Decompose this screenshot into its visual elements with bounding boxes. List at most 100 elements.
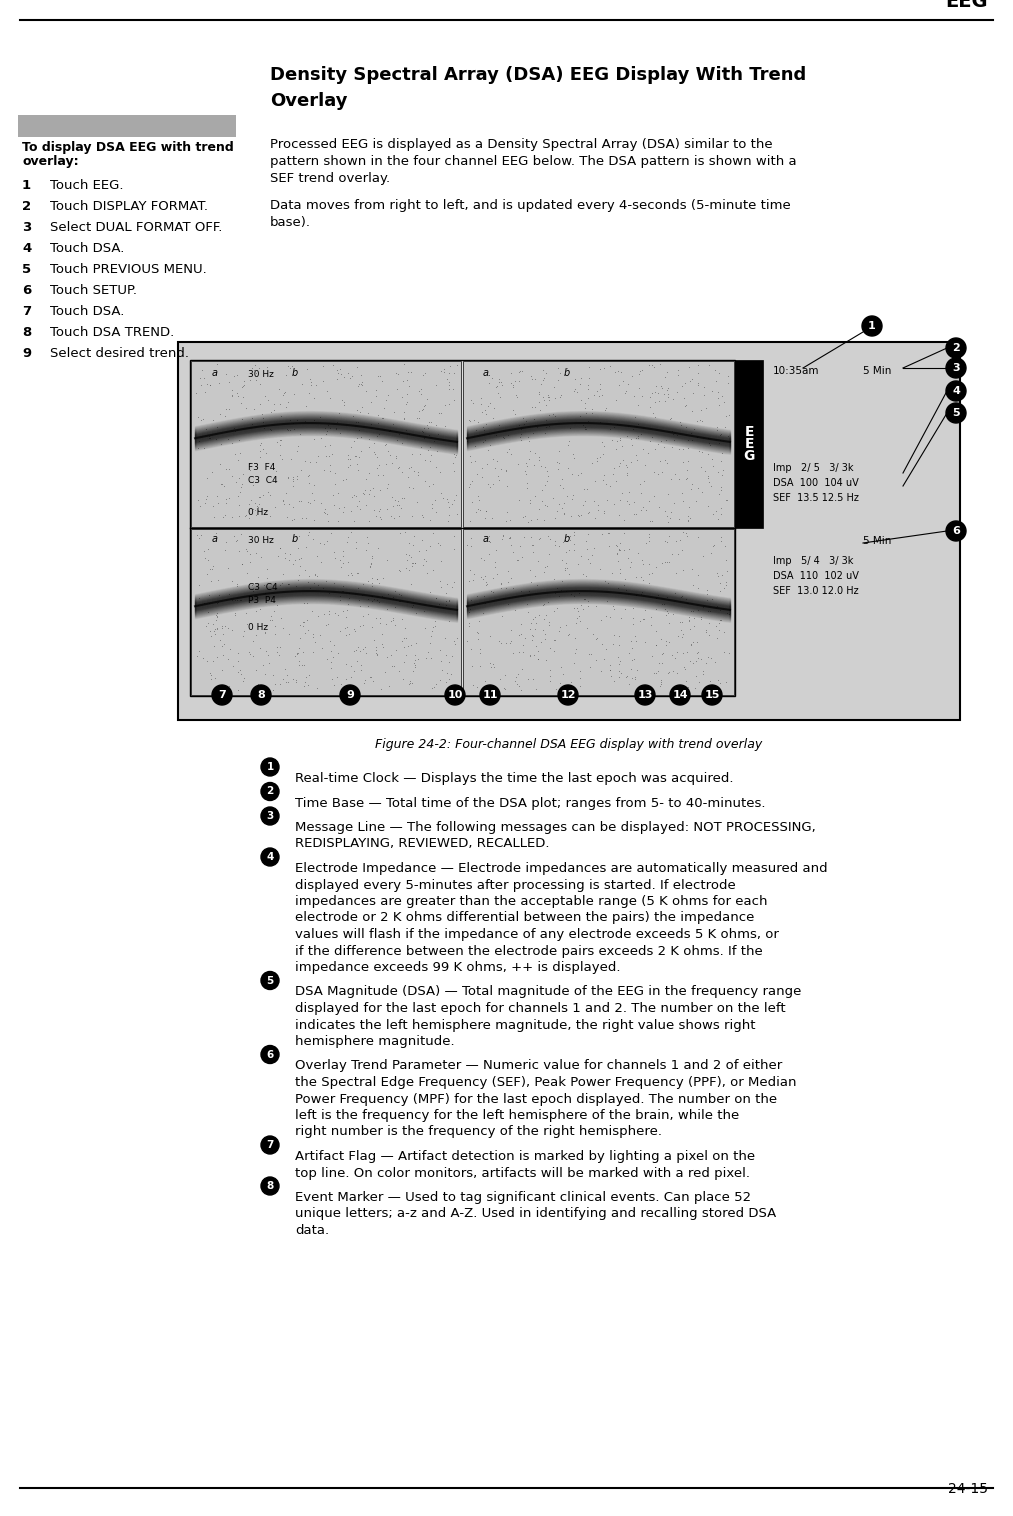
Text: Touch SETUP.: Touch SETUP.: [50, 283, 137, 297]
Text: Event Marker — Used to tag significant clinical events. Can place 52: Event Marker — Used to tag significant c…: [295, 1192, 751, 1204]
Text: 0 Hz: 0 Hz: [248, 508, 268, 517]
Text: 3: 3: [22, 221, 31, 233]
Text: Message Line — The following messages can be displayed: NOT PROCESSING,: Message Line — The following messages ca…: [295, 822, 815, 834]
Text: E: E: [745, 437, 754, 450]
Text: 7: 7: [218, 690, 226, 700]
Circle shape: [261, 758, 279, 776]
Text: 7: 7: [22, 305, 31, 318]
Text: Figure 24-2: Four-channel DSA EEG display with trend overlay: Figure 24-2: Four-channel DSA EEG displa…: [376, 738, 763, 750]
Text: data.: data.: [295, 1223, 329, 1237]
Bar: [178, 343, 960, 720]
Circle shape: [670, 685, 690, 705]
Text: Overlay: Overlay: [270, 92, 347, 111]
Text: top line. On color monitors, artifacts will be marked with a red pixel.: top line. On color monitors, artifacts w…: [295, 1166, 750, 1179]
Circle shape: [702, 685, 722, 705]
Text: base).: base).: [270, 215, 311, 229]
Text: indicates the left hemisphere magnitude, the right value shows right: indicates the left hemisphere magnitude,…: [295, 1019, 756, 1031]
Text: F3  F4: F3 F4: [248, 462, 276, 471]
Circle shape: [946, 522, 966, 541]
Text: 5: 5: [22, 262, 31, 276]
Text: Electrode Impedance — Electrode impedances are automatically measured and: Electrode Impedance — Electrode impedanc…: [295, 863, 828, 875]
Text: 5: 5: [266, 975, 274, 985]
Circle shape: [261, 782, 279, 800]
Text: Touch DSA.: Touch DSA.: [50, 243, 125, 255]
Text: 30 Hz: 30 Hz: [248, 537, 274, 544]
Text: To display DSA EEG with trend: To display DSA EEG with trend: [22, 141, 234, 155]
Text: 4: 4: [952, 387, 960, 396]
Text: P3  P4: P3 P4: [248, 596, 276, 605]
Circle shape: [251, 685, 271, 705]
Text: SEF  13.0 12.0 Hz: SEF 13.0 12.0 Hz: [773, 587, 859, 596]
Circle shape: [340, 685, 360, 705]
Text: 24-15: 24-15: [948, 1483, 988, 1496]
Text: 15: 15: [704, 690, 719, 700]
Circle shape: [946, 358, 966, 377]
Text: DSA Magnitude (DSA) — Total magnitude of the EEG in the frequency range: DSA Magnitude (DSA) — Total magnitude of…: [295, 985, 801, 999]
Text: 4: 4: [22, 243, 31, 255]
Text: pattern shown in the four channel EEG below. The DSA pattern is shown with a: pattern shown in the four channel EEG be…: [270, 155, 796, 168]
Text: Touch EEG.: Touch EEG.: [50, 179, 124, 193]
Text: 0 Hz: 0 Hz: [248, 623, 268, 632]
Circle shape: [261, 847, 279, 866]
Text: b: b: [564, 368, 570, 377]
Text: 10:35am: 10:35am: [773, 365, 820, 376]
Text: 6: 6: [952, 526, 960, 537]
Text: G: G: [744, 449, 755, 462]
Text: values will flash if the impedance of any electrode exceeds 5 K ohms, or: values will flash if the impedance of an…: [295, 928, 779, 941]
Circle shape: [946, 338, 966, 358]
Text: b: b: [292, 534, 298, 544]
Bar: [191, 529, 461, 694]
Text: Overlay Trend Parameter — Numeric value for channels 1 and 2 of either: Overlay Trend Parameter — Numeric value …: [295, 1060, 782, 1072]
Text: impedance exceeds 99 K ohms, ++ is displayed.: impedance exceeds 99 K ohms, ++ is displ…: [295, 961, 621, 973]
Text: SEF  13.5 12.5 Hz: SEF 13.5 12.5 Hz: [773, 493, 859, 503]
Circle shape: [261, 1046, 279, 1064]
Text: 5: 5: [952, 408, 959, 418]
Text: Power Frequency (MPF) for the last epoch displayed. The number on the: Power Frequency (MPF) for the last epoch…: [295, 1093, 777, 1105]
Text: 13: 13: [637, 690, 652, 700]
Text: Density Spectral Array (DSA) EEG Display With Trend: Density Spectral Array (DSA) EEG Display…: [270, 67, 806, 83]
Text: 9: 9: [22, 347, 31, 359]
Bar: [190, 359, 735, 696]
Text: Select DUAL FORMAT OFF.: Select DUAL FORMAT OFF.: [50, 221, 223, 233]
Text: Select desired trend.: Select desired trend.: [50, 347, 189, 359]
Text: 6: 6: [266, 1049, 274, 1060]
Text: 3: 3: [266, 811, 274, 822]
Text: 30 Hz: 30 Hz: [248, 370, 274, 379]
Circle shape: [212, 685, 232, 705]
Text: 14: 14: [673, 690, 688, 700]
Text: 8: 8: [257, 690, 264, 700]
Text: 5 Min: 5 Min: [863, 537, 891, 546]
Text: right number is the frequency of the right hemisphere.: right number is the frequency of the rig…: [295, 1125, 663, 1139]
Text: a: a: [212, 368, 218, 377]
Text: Data moves from right to left, and is updated every 4-seconds (5-minute time: Data moves from right to left, and is up…: [270, 199, 791, 212]
Text: 11: 11: [482, 690, 497, 700]
Text: 1: 1: [266, 763, 274, 772]
Text: Artifact Flag — Artifact detection is marked by lighting a pixel on the: Artifact Flag — Artifact detection is ma…: [295, 1151, 755, 1163]
Text: overlay:: overlay:: [22, 155, 79, 168]
Text: 2: 2: [266, 787, 274, 796]
Circle shape: [635, 685, 655, 705]
Circle shape: [261, 972, 279, 990]
Text: 1: 1: [868, 321, 876, 330]
Text: 6: 6: [22, 283, 31, 297]
Text: SEF trend overlay.: SEF trend overlay.: [270, 171, 390, 185]
Text: Touch DISPLAY FORMAT.: Touch DISPLAY FORMAT.: [50, 200, 208, 214]
Circle shape: [946, 381, 966, 402]
Text: Touch DSA TREND.: Touch DSA TREND.: [50, 326, 174, 340]
Text: impedances are greater than the acceptable range (5 K ohms for each: impedances are greater than the acceptab…: [295, 894, 768, 908]
Text: DSA  100  104 uV: DSA 100 104 uV: [773, 478, 859, 488]
Text: displayed for the last epoch for channels 1 and 2. The number on the left: displayed for the last epoch for channel…: [295, 1002, 786, 1016]
Text: Imp   2/ 5   3/ 3k: Imp 2/ 5 3/ 3k: [773, 462, 854, 473]
Text: electrode or 2 K ohms differential between the pairs) the impedance: electrode or 2 K ohms differential betwe…: [295, 911, 755, 925]
Circle shape: [261, 1135, 279, 1154]
Text: 5 Min: 5 Min: [863, 365, 891, 376]
Text: C3  C4: C3 C4: [248, 584, 278, 593]
Circle shape: [558, 685, 578, 705]
Circle shape: [261, 1176, 279, 1195]
Bar: [463, 529, 734, 694]
Text: left is the frequency for the left hemisphere of the brain, while the: left is the frequency for the left hemis…: [295, 1110, 739, 1122]
Text: 10: 10: [448, 690, 463, 700]
Text: hemisphere magnitude.: hemisphere magnitude.: [295, 1035, 455, 1048]
Text: 3: 3: [952, 362, 959, 373]
Text: EEG: EEG: [945, 0, 988, 11]
